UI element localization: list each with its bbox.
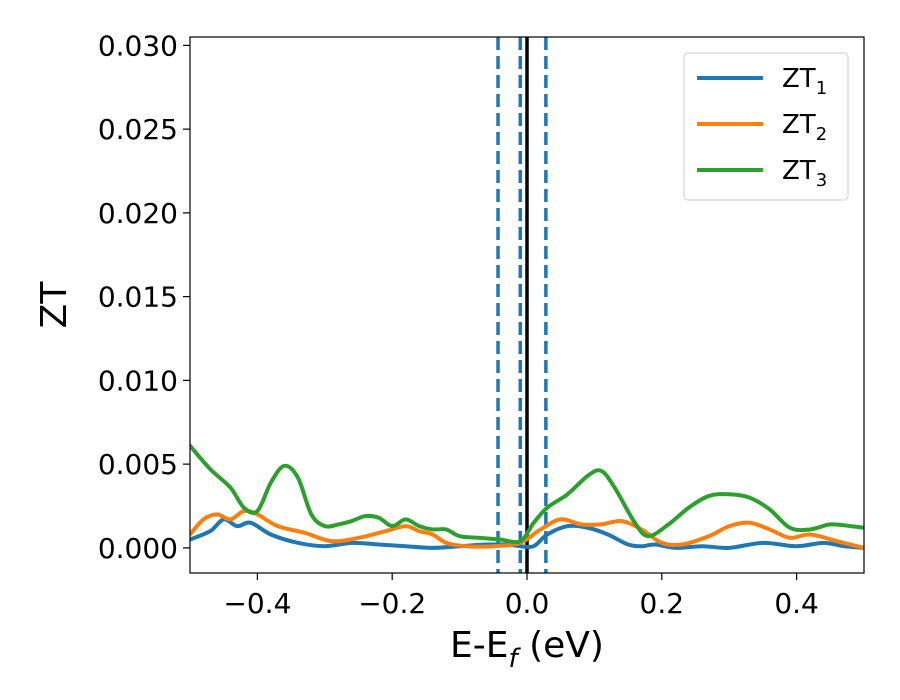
legend: ZT1 ZT2 ZT3 bbox=[683, 52, 849, 201]
series-line-zt1 bbox=[190, 517, 864, 550]
x-axis-label-unit: (eV) bbox=[518, 625, 604, 666]
x-tick-label: 0.0 bbox=[505, 587, 550, 620]
legend-label-zt2: ZT2 bbox=[782, 110, 827, 145]
x-tick-label: −0.4 bbox=[223, 587, 291, 620]
x-tick-label: 0.2 bbox=[640, 587, 685, 620]
legend-label-zt1: ZT1 bbox=[782, 64, 827, 99]
y-tick-label: 0.020 bbox=[98, 197, 178, 230]
y-axis-label: ZT bbox=[34, 281, 75, 329]
series-line-zt3 bbox=[190, 443, 864, 545]
y-tick-label: 0.010 bbox=[98, 364, 178, 397]
y-tick-label: 0.030 bbox=[98, 29, 178, 62]
x-axis-label: E-Ef (eV) bbox=[450, 625, 604, 674]
series-group bbox=[190, 443, 864, 550]
x-tick-label: −0.2 bbox=[358, 587, 426, 620]
y-tick-label: 0.015 bbox=[98, 281, 178, 314]
y-tick-label: 0.000 bbox=[98, 532, 178, 565]
legend-box bbox=[683, 52, 849, 201]
x-tick-label: 0.4 bbox=[774, 587, 819, 620]
series-line-zt2 bbox=[190, 508, 864, 550]
y-tick-label: 0.005 bbox=[98, 448, 178, 481]
y-tick-label: 0.025 bbox=[98, 113, 178, 146]
x-axis-ticks: −0.4 −0.2 0.0 0.2 0.4 bbox=[223, 573, 819, 620]
reference-lines bbox=[496, 37, 548, 573]
x-axis-label-main: E-E bbox=[450, 625, 508, 666]
y-axis-ticks: 0.000 0.005 0.010 0.015 0.020 0.025 0.030 bbox=[98, 29, 190, 565]
legend-label-zt3: ZT3 bbox=[782, 156, 827, 191]
